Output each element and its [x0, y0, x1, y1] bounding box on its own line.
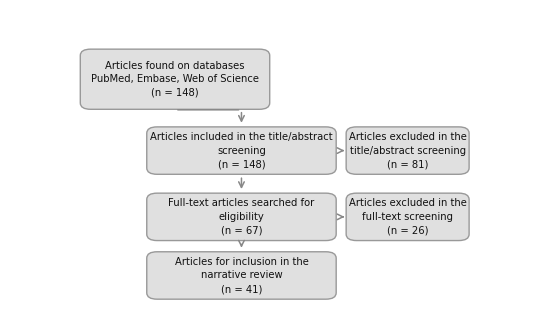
FancyBboxPatch shape	[346, 193, 469, 241]
FancyBboxPatch shape	[147, 127, 336, 174]
Text: Articles found on databases
PubMed, Embase, Web of Science
(n = 148): Articles found on databases PubMed, Emba…	[91, 61, 259, 98]
FancyBboxPatch shape	[147, 252, 336, 299]
FancyBboxPatch shape	[80, 49, 270, 109]
Text: Articles excluded in the
title/abstract screening
(n = 81): Articles excluded in the title/abstract …	[349, 132, 466, 169]
FancyBboxPatch shape	[147, 193, 336, 241]
Text: Full-text articles searched for
eligibility
(n = 67): Full-text articles searched for eligibil…	[168, 198, 315, 235]
FancyBboxPatch shape	[346, 127, 469, 174]
Text: Articles excluded in the
full-text screening
(n = 26): Articles excluded in the full-text scree…	[349, 198, 466, 235]
Text: Articles included in the title/abstract
screening
(n = 148): Articles included in the title/abstract …	[150, 132, 333, 169]
Text: Articles for inclusion in the
narrative review
(n = 41): Articles for inclusion in the narrative …	[175, 257, 308, 294]
